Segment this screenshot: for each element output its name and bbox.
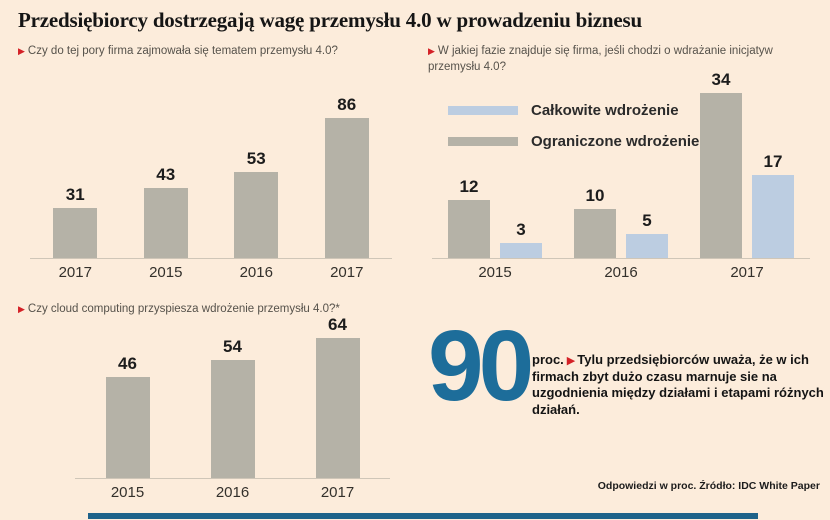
bar [448, 200, 490, 258]
bar-group: 86 [302, 95, 393, 258]
bar-value-label: 3 [516, 220, 526, 239]
bullet-triangle-icon: ▶ [18, 46, 25, 56]
bar-column: 64 [315, 315, 360, 478]
bar-value-label: 31 [65, 185, 85, 204]
legend-item-ograniczone: Ograniczone wdrożenie [448, 133, 699, 150]
category-label: 2017 [320, 484, 355, 501]
x-axis-labels: 2015 2016 2017 [432, 259, 810, 281]
bar-group: 54 [180, 337, 285, 478]
bar-group: 46 [75, 354, 180, 478]
bar-column: 17 [752, 152, 794, 258]
bar-column: 86 [324, 95, 369, 258]
bar-value-label: 53 [246, 149, 266, 168]
bar [500, 243, 542, 258]
bar-chart-cloud-computing: 46 54 64 2015 2016 2017 [75, 315, 390, 501]
bar [574, 209, 616, 258]
bar [324, 118, 369, 258]
chart-plot-area: 12 3 10 5 34 17 [432, 70, 810, 258]
bar-column: 12 [448, 177, 490, 258]
stat-big-number: 90 [428, 310, 534, 422]
bar [143, 188, 188, 258]
bar-column: 46 [105, 354, 150, 478]
bar-column: 3 [500, 220, 542, 258]
bar-value-label: 43 [156, 165, 176, 184]
bar [700, 93, 742, 258]
bar-value-label: 17 [763, 152, 783, 171]
x-axis-line [432, 258, 810, 259]
stat-unit-label: proc. [532, 352, 564, 367]
chart2-legend: Całkowite wdrożenie Ograniczone wdrożeni… [448, 102, 699, 164]
bar-value-label: 12 [459, 177, 479, 196]
bar-group: 34 17 [684, 70, 810, 258]
bar [105, 377, 150, 478]
chart-plot-area: 31 43 53 86 [30, 62, 392, 258]
bar-column: 54 [210, 337, 255, 478]
bar-group: 10 5 [558, 186, 684, 258]
bullet-triangle-icon: ▶ [428, 46, 435, 56]
chart2-question-text: W jakiej fazie znajduje się firma, jeśli… [428, 45, 773, 73]
bar [626, 234, 668, 258]
bar-chart-firma-tematem: 31 43 53 86 2017 2015 2016 2017 [30, 62, 392, 281]
chart1-question-text: Czy do tej pory firma zajmowała się tema… [27, 45, 338, 57]
bar-group: 43 [121, 165, 212, 258]
chart3-question: ▶ Czy cloud computing przyspiesza wdrożen… [18, 302, 340, 318]
bar-value-label: 10 [585, 186, 605, 205]
category-label: 2017 [58, 264, 92, 281]
bar [210, 360, 255, 478]
bar-group: 12 3 [432, 177, 558, 258]
bar-group: 53 [211, 149, 302, 258]
bar [315, 338, 360, 478]
bar-group: 64 [285, 315, 390, 478]
bullet-triangle-icon: ▶ [18, 304, 25, 314]
category-label: 2016 [239, 264, 273, 281]
bar-column: 34 [700, 70, 742, 258]
legend-label: Ograniczone wdrożenie [531, 133, 700, 150]
stat-body-text: Tylu przedsiębiorców uważa, że w ich fir… [532, 352, 824, 417]
category-label: 2016 [604, 264, 638, 281]
bar-column: 53 [234, 149, 279, 258]
bar-value-label: 54 [223, 337, 242, 356]
x-axis-labels: 2015 2016 2017 [75, 479, 390, 501]
bar [752, 175, 794, 258]
category-label: 2016 [215, 484, 250, 501]
category-label: 2015 [478, 264, 512, 281]
grouped-bar-chart-faza-wdrazania: 12 3 10 5 34 17 2015 2016 2017 [432, 70, 810, 281]
chart1-question: ▶ Czy do tej pory firma zajmowała się tem… [18, 44, 338, 60]
bar-value-label: 64 [328, 315, 347, 334]
legend-swatch-gray [448, 137, 518, 146]
source-note: Odpowiedzi w proc. Źródło: IDC White Pap… [597, 480, 820, 492]
legend-label: Całkowite wdrożenie [531, 102, 679, 119]
bar [234, 172, 279, 258]
bar-value-label: 5 [642, 211, 652, 230]
category-label: 2015 [110, 484, 145, 501]
bar-column: 43 [143, 165, 188, 258]
bar-group: 31 [30, 185, 121, 258]
footer-accent-bar [88, 513, 758, 519]
bullet-triangle-icon: ▶ [566, 355, 576, 367]
bar-value-label: 34 [711, 70, 731, 89]
bar-value-label: 86 [337, 95, 357, 114]
x-axis-labels: 2017 2015 2016 2017 [30, 259, 392, 281]
category-label: 2015 [149, 264, 183, 281]
chart3-question-text: Czy cloud computing przyspiesza wdrożeni… [27, 303, 340, 315]
bar-column: 10 [574, 186, 616, 258]
x-axis-line [75, 478, 390, 479]
category-label: 2017 [330, 264, 364, 281]
legend-swatch-blue [448, 106, 518, 115]
chart2-question: ▶ W jakiej fazie znajduje się firma, jeśl… [428, 44, 810, 75]
bar [53, 208, 98, 258]
bar-column: 31 [53, 185, 98, 258]
legend-item-calkowite: Całkowite wdrożenie [448, 102, 699, 119]
bar-value-label: 46 [118, 354, 137, 373]
chart-plot-area: 46 54 64 [75, 315, 390, 478]
x-axis-line [30, 258, 392, 259]
stat-description: proc. ▶ Tylu przedsiębiorców uważa, że w i… [532, 352, 830, 419]
category-label: 2017 [730, 264, 764, 281]
bar-column: 5 [626, 211, 668, 258]
page-title: Przedsiębiorcy dostrzegają wagę przemysł… [18, 8, 642, 32]
